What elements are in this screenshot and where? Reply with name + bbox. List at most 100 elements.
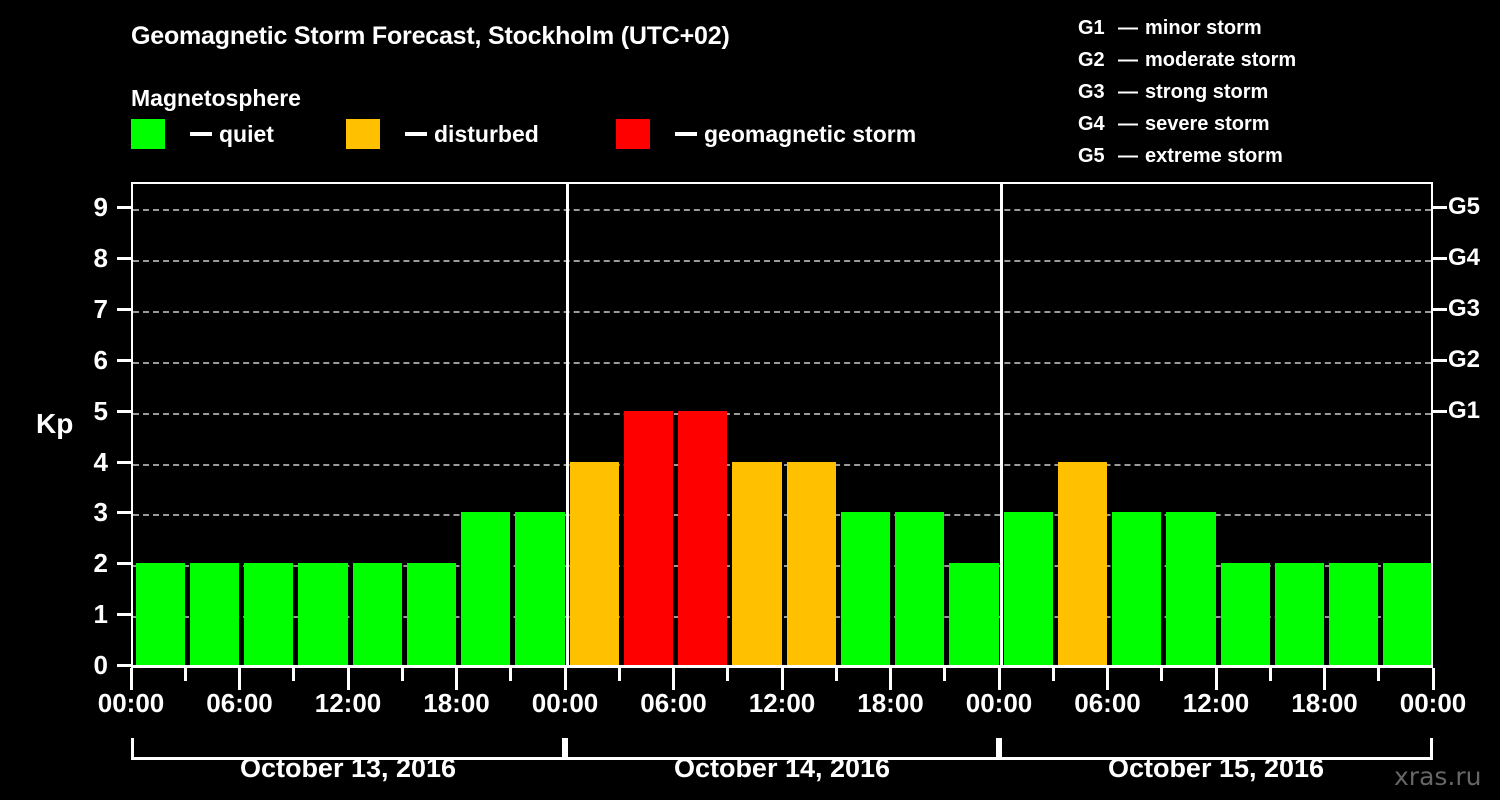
x-tick-mark [943,668,947,681]
g-legend-description: strong storm [1145,81,1269,103]
legend-entry-disturbed: disturbed [346,119,539,149]
kp-bar [1057,461,1107,665]
y-tick-mark-6 [117,358,131,362]
x-tick-mark [238,668,241,690]
g-tick-mark-g1 [1433,409,1447,413]
gridline-kp-8 [133,260,1431,263]
g-legend-separator: — [1118,49,1138,71]
legend-entry-geomagnetic-storm: geomagnetic storm [616,119,916,149]
gridline-kp-2 [133,565,1431,568]
gridline-kp-5 [133,412,1431,415]
g-legend-description: moderate storm [1145,49,1297,71]
gridline-kp-3 [133,514,1431,517]
y-tick-label-4: 4 [93,446,108,477]
x-tick-mark [1106,668,1109,690]
x-tick-mark [563,668,567,690]
x-time-label: 12:00 [1182,688,1250,718]
y-tick-label-7: 7 [93,294,108,325]
y-tick-mark-3 [117,511,131,515]
day-divider-2 [999,184,1003,665]
plot-area [131,182,1433,665]
y-tick-mark-5 [117,409,131,413]
x-tick-mark [1323,668,1326,690]
y-axis-title: Kp [36,408,74,439]
g-axis-label-g5: G5 [1448,193,1481,221]
x-tick-mark [509,668,513,681]
legend-swatch-geomagnetic-storm [616,119,650,149]
g-axis-label-g3: G3 [1448,295,1481,323]
day-label: October 14, 2016 [673,753,891,783]
day-label: October 13, 2016 [239,753,457,783]
kp-bar [786,461,836,665]
g-tick-mark-g3 [1433,308,1447,312]
g-legend-code: G4 [1078,113,1105,135]
legend-swatch-quiet [131,119,165,149]
x-time-label: 00:00 [1399,688,1467,718]
kp-bar [1003,512,1053,665]
y-tick-label-6: 6 [93,344,108,375]
x-time-label: 00:00 [531,688,599,718]
legend-dash-icon [675,132,697,136]
g-legend-code: G1 [1078,17,1105,39]
x-tick-mark [1160,668,1164,681]
g-legend-row-g5: G5 — extreme storm [1078,140,1296,172]
g-legend-code: G3 [1078,81,1105,103]
plot-inner [133,184,1431,665]
g-legend-separator: — [1118,145,1138,167]
kp-bar [895,512,945,665]
x-tick-mark [400,668,404,681]
gridline-kp-9 [133,209,1431,212]
g-legend-code: G2 [1078,49,1105,71]
x-time-label: 18:00 [423,688,490,718]
g-tick-mark-g4 [1433,257,1447,261]
x-tick-mark [183,668,187,681]
kp-bar [1383,563,1431,665]
x-tick-mark [672,668,675,690]
gridline-kp-4 [133,463,1431,466]
gridline-kp-7 [133,311,1431,314]
y-tick-mark-7 [117,308,131,312]
y-tick-label-2: 2 [93,548,108,579]
kp-bar [189,563,239,665]
x-tick-mark [1431,668,1435,690]
x-time-label: 06:00 [1074,688,1141,718]
kp-bar [1329,563,1379,665]
legend-dash-icon [190,132,212,136]
kp-bar [1274,563,1324,665]
legend-label: quiet [219,120,274,147]
day-divider-1 [565,184,569,665]
x-tick-mark [834,668,838,681]
g-legend-description: severe storm [1145,113,1270,135]
g-legend-separator: — [1118,113,1138,135]
kp-bar [678,410,728,665]
x-tick-mark [1377,668,1381,681]
kp-bar [1220,563,1270,665]
x-tick-mark [455,668,458,690]
g-legend-row-g1: G1 — minor storm [1078,12,1296,44]
g-axis-label-g1: G1 [1448,396,1481,424]
x-tick-mark [346,668,350,690]
y-tick-mark-4 [117,460,131,464]
y-tick-label-3: 3 [93,497,108,528]
legend-label: disturbed [434,120,539,147]
x-axis-line [131,665,1433,668]
legend-entry-quiet: quiet [131,119,274,149]
x-tick-mark [726,668,730,681]
g-legend-description: minor storm [1145,17,1262,39]
y-tick-mark-1 [117,613,131,617]
g-legend-code: G5 [1078,145,1105,167]
x-tick-mark [889,668,892,690]
g-tick-mark-g5 [1433,206,1447,210]
y-tick-label-9: 9 [93,192,108,223]
kp-bar [352,563,402,665]
legend-swatch-disturbed [346,119,380,149]
y-tick-label-8: 8 [93,243,108,274]
x-time-label: 06:00 [640,688,707,718]
kp-bar [840,512,890,665]
y-tick-mark-2 [117,562,131,566]
page-title: Geomagnetic Storm Forecast, Stockholm (U… [131,22,730,50]
kp-bar [515,512,565,665]
x-time-label: 06:00 [206,688,273,718]
kp-bar [298,563,348,665]
g-legend-description: extreme storm [1145,145,1283,167]
